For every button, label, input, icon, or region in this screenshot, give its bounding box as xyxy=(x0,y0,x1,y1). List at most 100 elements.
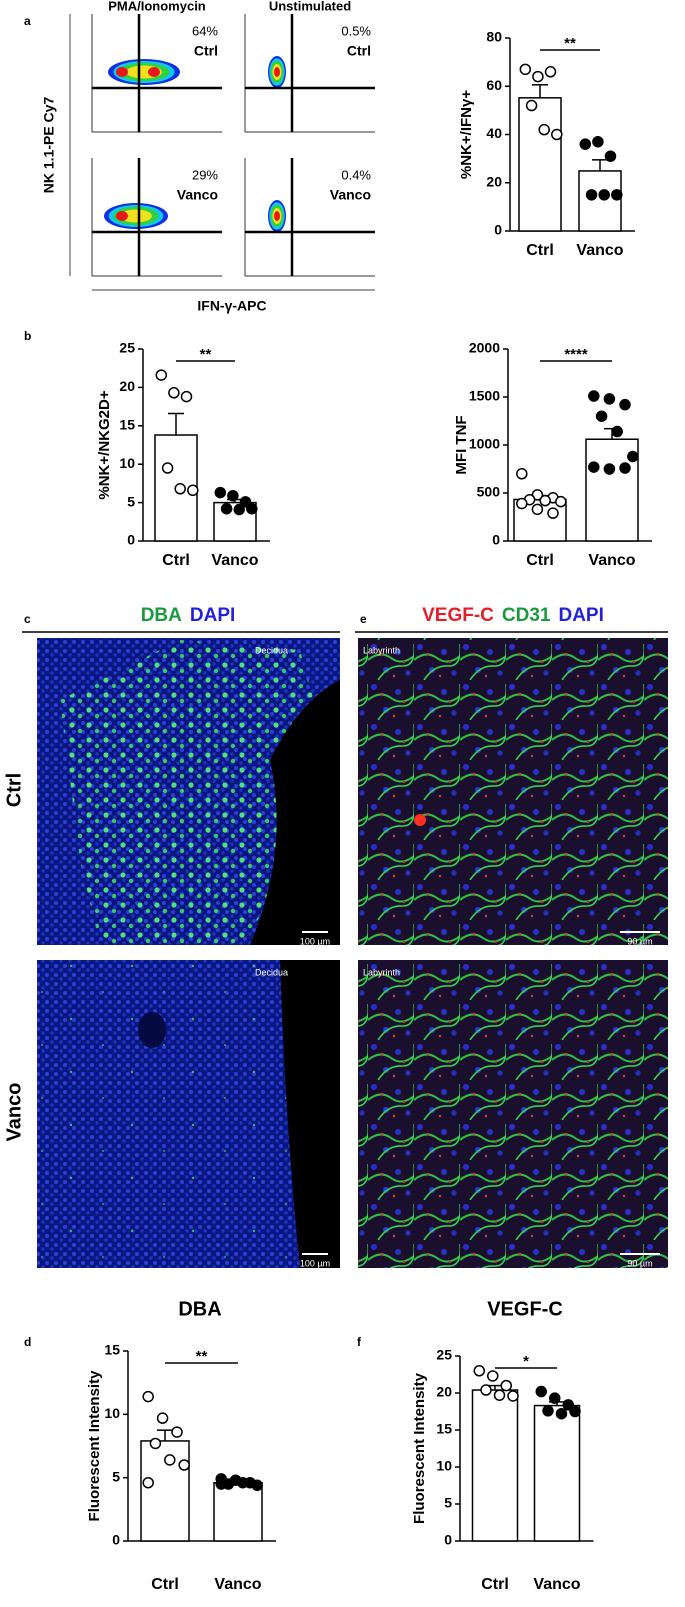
data-point xyxy=(487,1370,499,1382)
image-area xyxy=(358,638,668,945)
stain-name: VEGF-C xyxy=(422,605,494,626)
data-point xyxy=(142,1390,154,1403)
x-tick-label: Ctrl xyxy=(162,552,190,569)
cell-density xyxy=(116,211,128,221)
scale-label: 100 µm xyxy=(300,936,330,946)
data-point xyxy=(595,410,608,422)
quadrant-percent: 29% xyxy=(192,167,218,182)
row-label: Vanco xyxy=(3,1083,25,1142)
cell-density xyxy=(148,67,160,77)
bar xyxy=(213,1481,263,1542)
x-tick-label: Ctrl xyxy=(151,1576,179,1593)
data-point xyxy=(156,1412,169,1424)
data-point xyxy=(588,390,600,402)
data-point xyxy=(544,66,557,78)
bar xyxy=(533,1404,581,1542)
region-label: Decidua xyxy=(255,967,288,977)
y-tick-label: 0 xyxy=(112,1532,120,1548)
y-tick-label: 5 xyxy=(127,493,135,509)
y-tick-label: 15 xyxy=(104,1342,120,1358)
region-label: Labyrinth xyxy=(363,967,400,977)
data-point xyxy=(555,1407,568,1420)
y-axis-label: %NK+/NKG2D+ xyxy=(96,390,113,499)
y-tick-label: 0 xyxy=(127,532,135,548)
data-point xyxy=(187,484,199,497)
group-label: Vanco xyxy=(330,187,371,203)
data-point xyxy=(168,387,180,399)
data-point xyxy=(619,398,631,411)
data-point xyxy=(535,1385,547,1398)
data-point xyxy=(585,189,598,201)
micrograph-vegfc-ctrl xyxy=(358,638,668,945)
x-tick-label: Vanco xyxy=(533,1576,580,1593)
panel-letter: c xyxy=(24,612,31,626)
stain-name: DAPI xyxy=(190,605,235,626)
bar xyxy=(471,1389,519,1542)
x-tick-label: Vanco xyxy=(576,242,623,259)
data-point xyxy=(598,189,610,201)
data-point xyxy=(539,494,551,507)
data-point xyxy=(603,463,616,475)
y-tick-label: 2000 xyxy=(469,340,500,356)
data-point xyxy=(155,369,168,381)
region-label: Labyrinth xyxy=(363,645,400,655)
data-point xyxy=(473,1365,485,1377)
y-tick-label: 25 xyxy=(436,1347,452,1363)
micrograph-vegfc-vanco xyxy=(358,960,668,1268)
x-tick-label: Vanco xyxy=(211,552,258,569)
data-point xyxy=(180,390,193,403)
scale-label: 100 µm xyxy=(300,1258,330,1268)
data-point xyxy=(627,450,639,463)
data-point xyxy=(493,1389,506,1401)
bar-chart: 0 5 10 15 20 25 Fluorescent Intensity VEGF-C Ctr… xyxy=(411,1298,594,1593)
image-area xyxy=(358,960,668,1268)
data-point xyxy=(178,1459,190,1471)
data-point xyxy=(611,425,623,438)
panel-letter: b xyxy=(24,329,31,343)
data-point xyxy=(538,123,550,136)
data-point xyxy=(555,495,567,508)
data-point xyxy=(214,486,227,499)
y-tick-label: 1000 xyxy=(469,436,500,452)
flow-plot: 0.5% Ctrl xyxy=(244,14,375,133)
micrograph-dba-vanco xyxy=(37,960,340,1268)
spot xyxy=(414,814,426,826)
region-label: Decidua xyxy=(255,645,288,655)
y-tick-label: 10 xyxy=(436,1458,452,1474)
group-label: Ctrl xyxy=(194,43,218,59)
cell-density xyxy=(116,67,128,77)
y-tick-label: 15 xyxy=(436,1421,452,1437)
y-tick-label: 20 xyxy=(436,1384,452,1400)
data-point xyxy=(251,1479,263,1492)
scale-bars xyxy=(302,931,660,1255)
data-point xyxy=(562,1399,574,1411)
data-point xyxy=(516,468,528,480)
data-point xyxy=(547,507,559,519)
y-tick-label: 25 xyxy=(119,340,135,356)
chart-title: VEGF-C xyxy=(487,1298,563,1320)
significance: ** xyxy=(564,35,576,52)
stain-name: DAPI xyxy=(558,605,603,626)
cell-density xyxy=(120,209,152,223)
significance: **** xyxy=(564,346,588,363)
data-point xyxy=(480,1384,492,1396)
data-point xyxy=(592,135,604,148)
data-point xyxy=(604,150,617,162)
significance: * xyxy=(523,1353,529,1370)
data-point xyxy=(507,1390,519,1402)
data-point xyxy=(551,128,563,141)
flow-column-title: Unstimulated xyxy=(269,0,351,13)
x-tick-label: Ctrl xyxy=(526,552,554,569)
bar-chart: 0 20 40 60 80 %NK+/IFNγ+ Ctrl Vanco ** xyxy=(458,29,635,259)
scale-label: 90 µm xyxy=(627,1258,652,1268)
cell-density xyxy=(274,67,280,77)
data-point xyxy=(525,99,538,112)
y-tick-label: 80 xyxy=(486,29,502,45)
data-point xyxy=(519,63,532,76)
panel-letter: f xyxy=(357,1335,362,1349)
y-tick-label: 0 xyxy=(444,1532,452,1548)
data-point xyxy=(227,489,239,502)
data-point xyxy=(149,1437,162,1450)
